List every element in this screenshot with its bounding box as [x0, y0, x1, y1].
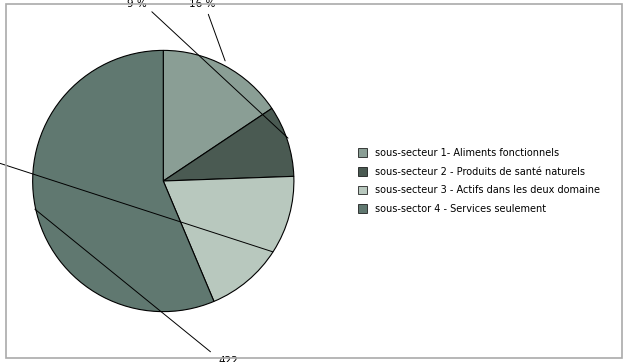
Text: 144
19 %: 144 19 %: [0, 144, 273, 252]
Wedge shape: [163, 176, 294, 302]
Wedge shape: [163, 50, 272, 181]
Wedge shape: [163, 108, 294, 181]
Legend: sous-secteur 1- Aliments fonctionnels, sous-secteur 2 - Produits de santé nature: sous-secteur 1- Aliments fonctionnels, s…: [357, 148, 600, 214]
Wedge shape: [33, 50, 214, 312]
Text: 422
56 %: 422 56 %: [35, 209, 242, 362]
Text: 66
9 %: 66 9 %: [127, 0, 288, 138]
Text: 117
16 %: 117 16 %: [189, 0, 225, 61]
